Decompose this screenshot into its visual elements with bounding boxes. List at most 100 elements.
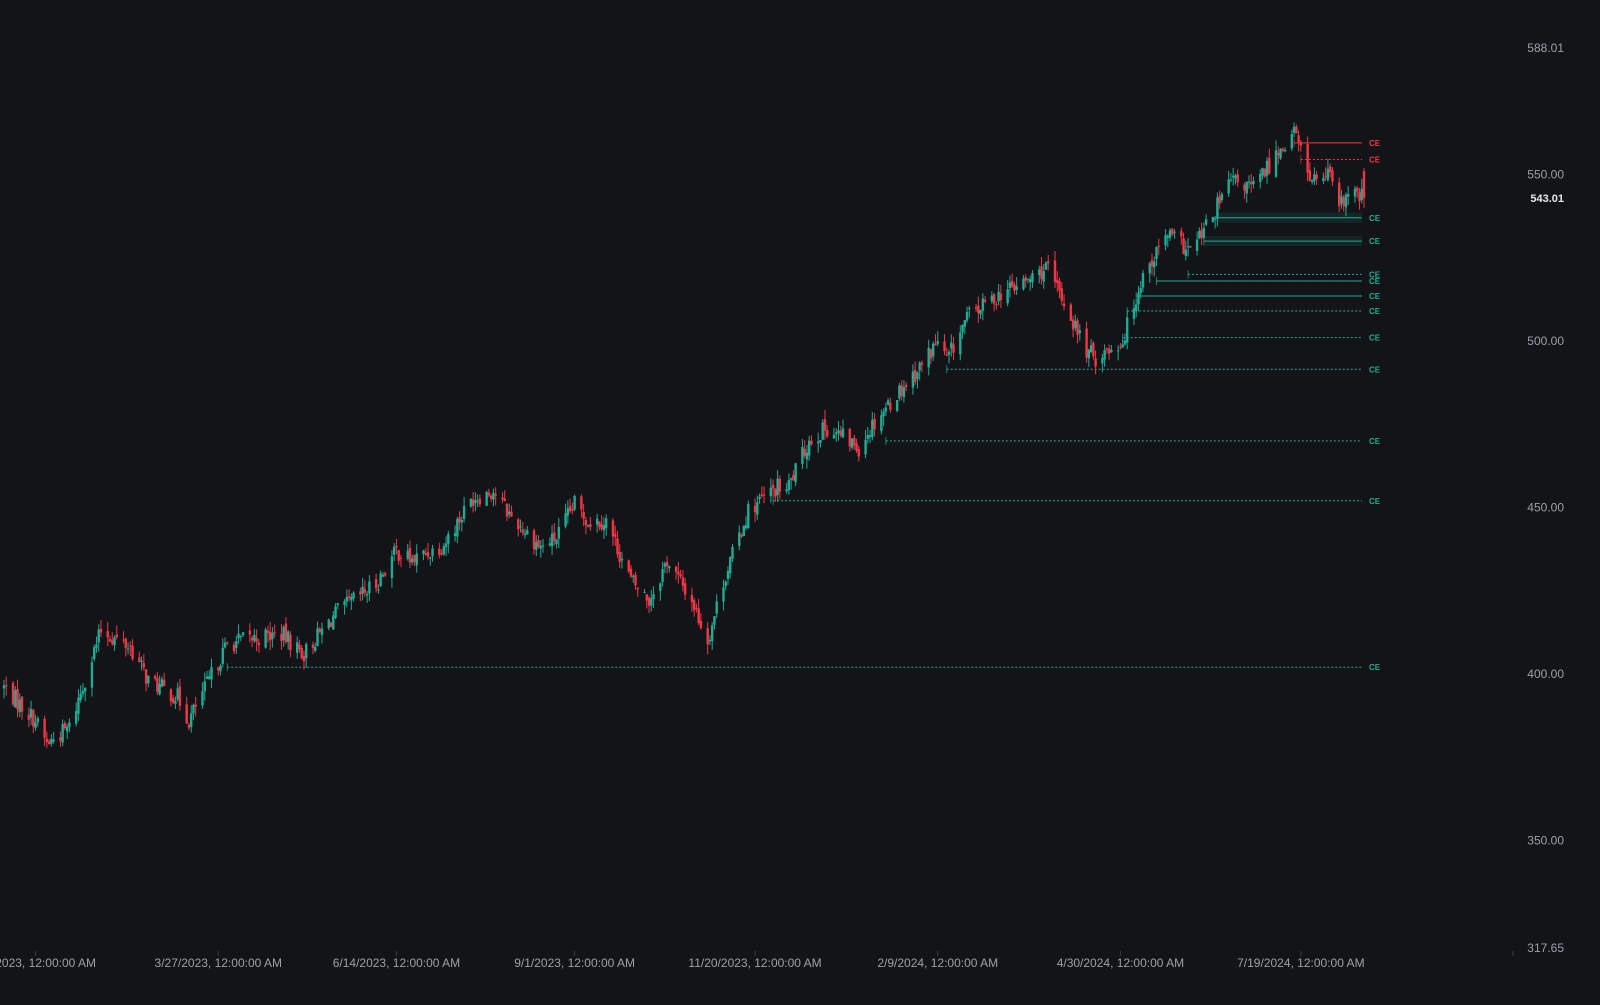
candle-body <box>460 519 464 523</box>
candle <box>620 551 624 569</box>
candle-body <box>255 638 258 642</box>
candle <box>1245 181 1248 203</box>
candle <box>126 642 130 655</box>
candle <box>20 696 24 720</box>
candle-body <box>316 628 319 646</box>
candle <box>679 569 682 579</box>
candle <box>665 556 669 574</box>
candle <box>650 589 653 612</box>
candle-body <box>178 686 182 706</box>
candle <box>571 502 574 515</box>
candle <box>415 544 418 573</box>
candle <box>568 498 572 514</box>
candle-body <box>1047 261 1050 264</box>
x-tick-label: 9/1/2023, 12:00:00 AM <box>514 956 635 970</box>
candle-body <box>1290 133 1294 149</box>
candle <box>535 535 538 557</box>
candle <box>1347 186 1350 206</box>
x-tick-label: 3/27/2023, 12:00:00 AM <box>155 956 282 970</box>
y-axis: 588.01 550.00 543.01 500.00 450.00 400.00 350.… <box>1527 41 1564 955</box>
ce-level[interactable]: CE <box>1126 307 1381 316</box>
candle <box>438 542 441 559</box>
ce-label: CE <box>1369 292 1381 301</box>
candle-body <box>1069 304 1072 321</box>
ce-level[interactable]: CE <box>1300 155 1381 165</box>
candle <box>189 704 193 733</box>
candle-body <box>286 631 290 642</box>
candle-body <box>1322 177 1325 182</box>
candle <box>108 635 112 643</box>
ce-level[interactable]: CE <box>1293 138 1381 148</box>
candle-body <box>1337 182 1341 207</box>
candle <box>226 641 229 646</box>
candle-body <box>442 546 446 555</box>
ce-level[interactable]: CE <box>885 436 1381 446</box>
candle <box>683 577 687 601</box>
candle <box>97 624 100 652</box>
candle <box>390 549 394 588</box>
candle <box>550 525 554 556</box>
ce-level[interactable]: CE <box>1122 333 1381 343</box>
candle-body <box>532 530 536 550</box>
candle <box>334 603 337 619</box>
candle-body <box>857 449 860 457</box>
candle <box>487 488 491 498</box>
ce-level[interactable]: CE <box>1156 277 1381 286</box>
candle <box>1297 130 1300 152</box>
candle <box>880 409 883 435</box>
candle-body <box>821 422 824 440</box>
candle-body <box>1231 175 1235 178</box>
candle-body <box>50 738 53 744</box>
candle <box>523 528 527 539</box>
candle-body <box>329 622 333 627</box>
candle-body <box>927 347 930 368</box>
candle-body <box>34 722 37 728</box>
ce-level[interactable]: CE <box>772 496 1381 506</box>
ce-label: CE <box>1369 214 1381 223</box>
candle-body <box>1094 358 1097 367</box>
candle <box>1324 167 1327 182</box>
candle-body <box>302 655 306 662</box>
candle <box>106 622 109 647</box>
candle <box>839 425 842 438</box>
candle-body <box>314 646 317 651</box>
candle-body <box>904 384 908 388</box>
candle-body <box>1029 279 1032 283</box>
candle-body <box>679 574 682 577</box>
candle-body <box>1198 231 1201 239</box>
ce-level[interactable]: CE <box>946 365 1381 374</box>
candle <box>810 435 813 446</box>
ce-level[interactable]: CE <box>1187 270 1381 279</box>
ce-level[interactable]: CE <box>1216 212 1381 223</box>
candle-body <box>2 685 6 689</box>
candle <box>1279 148 1282 160</box>
candle <box>816 432 820 453</box>
candle <box>205 671 209 680</box>
candle-body <box>1085 328 1088 358</box>
candle-body <box>1056 279 1059 283</box>
candle <box>129 641 132 657</box>
candle-body <box>257 642 261 645</box>
candle <box>494 487 497 506</box>
ce-level[interactable]: CE <box>1135 292 1381 301</box>
candle-body <box>762 494 766 496</box>
candle-body <box>1157 245 1160 247</box>
candle <box>264 627 267 649</box>
candle-body <box>1125 317 1129 343</box>
candle-body <box>327 619 330 629</box>
ce-level[interactable]: CE <box>1203 236 1381 246</box>
candle <box>713 615 716 630</box>
candle <box>300 644 303 660</box>
candle-body <box>160 679 164 687</box>
candle <box>45 731 49 748</box>
candle <box>832 427 836 439</box>
candle <box>961 324 964 340</box>
ce-level[interactable]: CE <box>226 663 1381 672</box>
candle <box>999 284 1003 309</box>
candle <box>738 525 741 551</box>
candle <box>1135 299 1138 318</box>
candle-body <box>20 696 24 712</box>
candle <box>1103 344 1106 367</box>
